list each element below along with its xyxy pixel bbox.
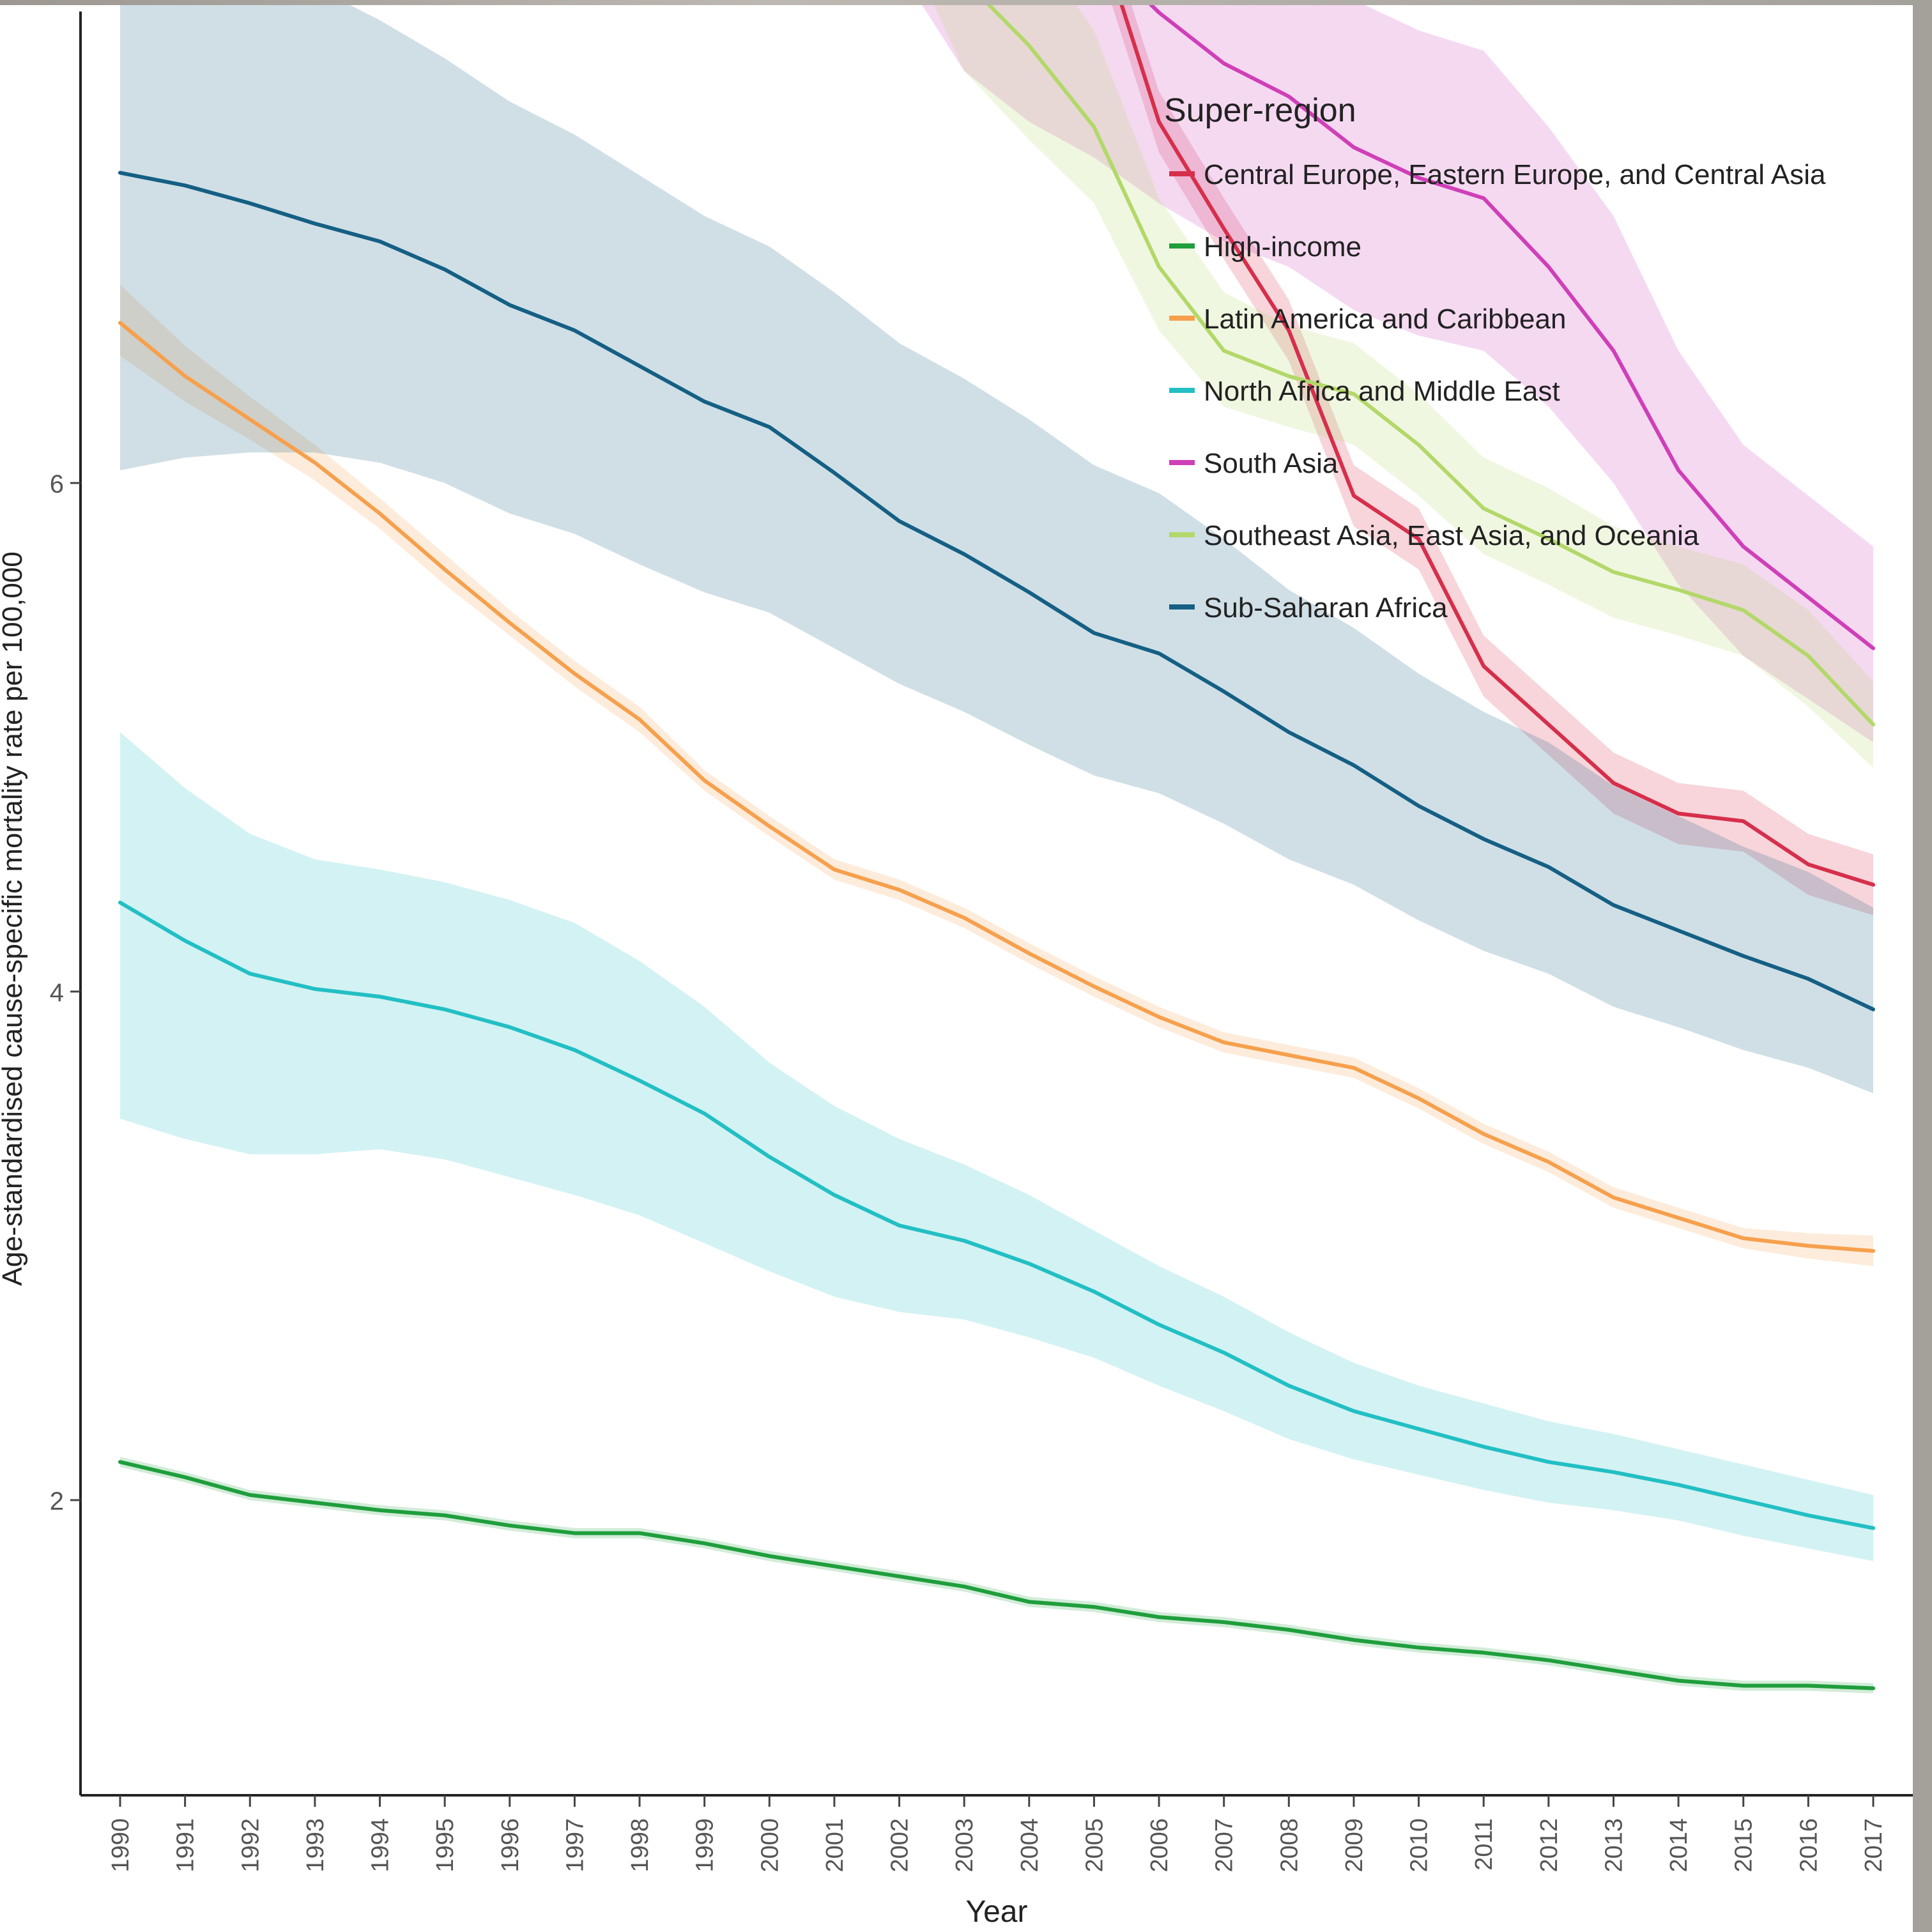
x-tick-label: 2002	[887, 1818, 914, 1873]
x-tick-label: 1991	[172, 1818, 199, 1873]
x-tick-label: 2015	[1731, 1818, 1758, 1873]
band-series-6	[120, 5, 1873, 1094]
x-tick-label: 2001	[822, 1818, 848, 1873]
line-series-3	[118, 900, 1875, 1530]
x-tick-label: 2009	[1341, 1818, 1368, 1873]
legend-label: Southeast Asia, East Asia, and Oceania	[1204, 520, 1699, 551]
band-series-4	[922, 5, 1873, 742]
x-tick-label: 1993	[302, 1818, 329, 1873]
line-series-5	[986, 5, 1875, 727]
legend-title: Super-region	[1164, 92, 1356, 129]
x-tick-label: 2014	[1666, 1818, 1692, 1873]
line-series-6	[118, 171, 1875, 1011]
x-tick-label: 2003	[951, 1818, 978, 1873]
legend-label: Central Europe, Eastern Europe, and Cent…	[1204, 159, 1826, 190]
line-series-0	[1119, 5, 1875, 887]
x-tick-label: 1997	[562, 1818, 588, 1873]
x-tick-label: 1995	[432, 1818, 459, 1873]
y-axis-title: Age-standardised cause-specific mortalit…	[0, 551, 28, 1286]
line-series-4	[1148, 5, 1875, 650]
line-series-2	[118, 321, 1875, 1253]
x-tick-label: 2004	[1016, 1818, 1043, 1873]
x-tick-label: 2010	[1406, 1818, 1433, 1873]
x-tick-label: 1996	[497, 1818, 524, 1873]
band-series-3	[120, 732, 1873, 1561]
x-tick-label: 2011	[1471, 1818, 1498, 1871]
x-tick-label: 1994	[367, 1818, 394, 1873]
x-tick-label: 2000	[756, 1818, 783, 1873]
x-tick-label: 2005	[1081, 1818, 1108, 1873]
legend: Super-region Central Europe, Eastern Euro…	[1164, 92, 1826, 624]
x-tick-label: 1990	[107, 1818, 134, 1873]
x-tick-label: 2008	[1276, 1818, 1303, 1873]
y-tick-label: 4	[50, 979, 64, 1007]
uncertainty-bands	[120, 5, 1873, 1694]
line-chart: 2468101214199019911992199319941995199619…	[0, 5, 1913, 1929]
legend-label: Sub-Saharan Africa	[1204, 592, 1448, 624]
line-series-1	[118, 1460, 1875, 1690]
axes: 2468101214199019911992199319941995199619…	[50, 12, 1913, 1873]
legend-label: South Asia	[1204, 448, 1338, 479]
x-tick-label: 2016	[1795, 1818, 1822, 1873]
y-tick-label: 6	[50, 470, 64, 498]
x-tick-label: 1999	[692, 1818, 719, 1873]
x-tick-label: 1998	[627, 1818, 654, 1873]
x-tick-label: 2007	[1211, 1818, 1238, 1873]
x-tick-label: 2013	[1600, 1818, 1627, 1873]
x-tick-label: 2017	[1860, 1818, 1887, 1873]
y-tick-label: 2	[50, 1487, 64, 1515]
legend-label: Latin America and Caribbean	[1204, 303, 1566, 335]
x-tick-label: 1992	[237, 1818, 264, 1873]
series-lines	[118, 5, 1875, 1690]
x-axis-title: Year	[966, 1895, 1028, 1929]
chart-panel: 2468101214199019911992199319941995199619…	[0, 5, 1913, 1932]
legend-label: North Africa and Middle East	[1204, 376, 1560, 407]
legend-label: High-income	[1204, 231, 1361, 263]
x-tick-label: 2012	[1536, 1818, 1563, 1873]
x-tick-label: 2006	[1146, 1818, 1173, 1873]
